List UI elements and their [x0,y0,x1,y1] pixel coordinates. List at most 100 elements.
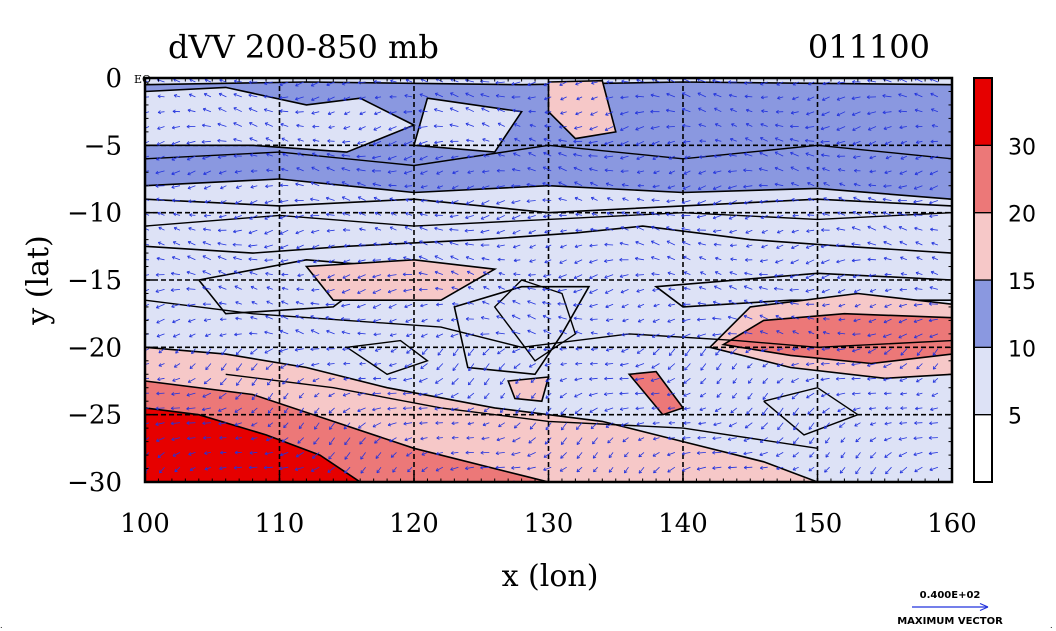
shaded-region-2 [412,97,523,153]
wind-vector [329,437,335,446]
wind-vector [511,167,521,172]
wind-vector [821,347,830,351]
wind-vector [883,437,892,442]
wind-vector [358,243,366,247]
wind-vector [279,229,289,235]
wind-vector [312,377,320,383]
wind-vector [807,81,815,86]
wind-vector [251,378,258,386]
wind-vector [650,126,660,130]
wind-vector [851,376,861,381]
wind-vector [776,214,784,219]
wind-vector [387,422,397,427]
wind-vector [465,92,475,98]
wind-vector [204,199,212,204]
wind-vector [867,126,877,131]
wind-vector [480,243,490,248]
wind-vector [481,436,490,441]
wind-vector [263,108,273,113]
wind-vector [450,392,459,398]
wind-vector [327,244,335,249]
wind-vector [713,170,722,175]
wind-vector [589,243,598,248]
wind-vector [451,286,459,290]
wind-vector [620,169,629,174]
wind-vector [743,299,753,305]
wind-vector [202,302,211,307]
colorbar: 5 10 15 20 30 [973,77,1036,483]
wind-vector [559,124,567,129]
wind-vector [743,451,753,456]
wind-vector [511,200,521,205]
wind-vector [495,331,505,335]
grid-lines [145,78,952,482]
wind-vector [327,111,335,116]
x-tick-label-160: 160 [927,509,977,539]
wind-vector [390,212,397,216]
wind-vector [156,333,165,338]
wind-vector [297,377,304,384]
wind-vector [483,285,490,290]
wind-vector [776,363,784,367]
wind-vector [604,274,614,279]
wind-vector [467,170,475,174]
wind-vector [452,348,459,357]
wind-vector [805,302,815,307]
wind-vector [406,333,413,338]
wind-vector [667,271,676,276]
wind-vector [295,96,304,101]
wind-vector [156,197,165,202]
wind-vector [450,255,459,261]
wind-vector [730,257,737,262]
y-tick-label-0: 0 [105,64,122,94]
wind-vector [746,244,753,248]
wind-vector [558,181,567,187]
wind-vector [527,314,536,320]
wind-vector [744,422,753,429]
wind-vector [913,199,923,204]
wind-vector [387,289,397,294]
wind-vector [759,259,768,263]
vector-legend: 0.400E+02 MAXIMUM VECTOR [897,590,1003,627]
wind-vector [217,241,227,246]
wind-vector [867,363,877,367]
wind-vector [328,407,335,414]
wind-vector [511,330,521,335]
wind-vector [712,300,722,305]
wind-vector [604,259,614,263]
wind-vector [373,376,382,381]
wind-vector [558,315,567,320]
wind-vector [835,376,846,381]
wind-vector [758,167,768,172]
wind-vector [792,407,800,416]
wind-vector [155,184,165,188]
wind-vector [561,422,568,431]
wind-vector [235,348,243,356]
wind-vector [249,450,258,455]
wind-vector [870,452,877,459]
wind-vector [928,318,938,323]
wind-vector [297,437,304,444]
wind-vector [311,288,320,292]
wind-vector [248,80,258,85]
wind-vector [574,330,583,335]
wind-vector [716,392,722,398]
wind-vector [605,303,614,309]
wind-vector [743,314,753,320]
wind-vector [418,271,428,276]
wind-vector [638,437,645,441]
wind-vector [744,258,753,262]
wind-vector [774,166,784,172]
wind-vector [189,466,196,471]
wind-vector [450,466,459,471]
wind-vector [407,466,413,473]
x-axis: 100 110 120 130 140 150 160 [120,78,977,539]
wind-vector [451,185,459,190]
wind-vector [697,92,707,98]
wind-vector [172,377,181,382]
wind-vector [622,197,629,201]
wind-vector [714,138,722,143]
wind-vector [900,140,908,145]
wind-vector [434,255,444,261]
wind-vector [467,301,474,305]
